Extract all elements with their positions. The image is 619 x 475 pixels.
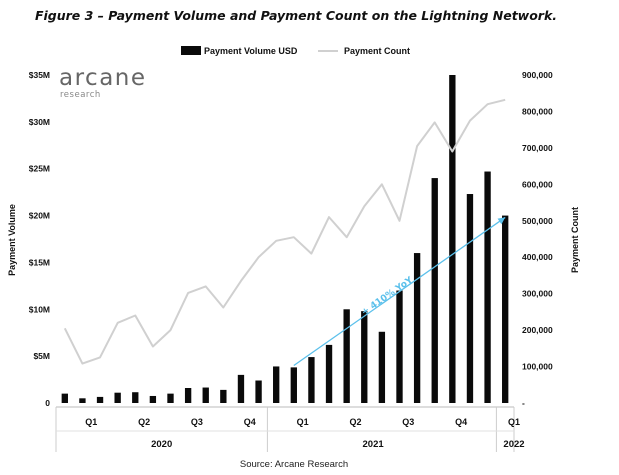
x-tick-label-quarter: Q1 — [85, 417, 97, 427]
growth-arrow-head — [497, 217, 506, 225]
volume-bar — [449, 75, 456, 403]
y2-tick-label: 900,000 — [522, 70, 553, 80]
y-tick-label: $15M — [29, 257, 50, 267]
volume-bar — [220, 389, 227, 403]
volume-bar — [184, 388, 192, 403]
volume-bar — [343, 309, 350, 403]
volume-bar — [502, 215, 509, 403]
x-tick-label-year: 2020 — [151, 439, 172, 450]
volume-bar — [202, 387, 209, 403]
volume-bar — [61, 393, 68, 403]
chart-legend: Payment Volume USD Payment Count — [181, 46, 410, 56]
x-tick-label-quarter: Q3 — [191, 417, 203, 427]
y2-tick-label: 600,000 — [522, 179, 553, 189]
volume-bar — [325, 344, 333, 403]
y-tick-label: $30M — [29, 117, 50, 127]
volume-bar — [396, 290, 403, 403]
x-tick-label-quarter: Q1 — [508, 417, 520, 427]
volume-bar — [237, 374, 245, 403]
volume-bar — [273, 366, 280, 403]
volume-bar — [431, 178, 438, 403]
x-tick-label-year: 2021 — [363, 439, 385, 450]
legend-swatch-volume — [181, 46, 201, 55]
volume-bar — [466, 194, 474, 403]
logo-wordmark: arcane — [59, 65, 147, 91]
y-tick-label: $25M — [29, 164, 50, 174]
payment-count-series — [63, 98, 506, 365]
volume-bar — [255, 380, 262, 403]
y-tick-label: $5M — [33, 351, 50, 361]
volume-bar — [114, 392, 121, 403]
volume-bar — [79, 398, 86, 403]
y2-axis-ticks: - 100,000 200,000 300,000 400,000 500,000 600,… — [522, 70, 553, 408]
y-tick-label: $35M — [29, 70, 50, 80]
x-tick-label-quarter: Q2 — [138, 417, 150, 427]
legend-label-volume: Payment Volume USD — [204, 46, 298, 56]
y-tick-label: 0 — [45, 398, 50, 408]
volume-bar — [167, 393, 174, 403]
y2-tick-label: 500,000 — [522, 216, 553, 226]
volume-bar — [484, 171, 491, 403]
y2-tick-label: 300,000 — [522, 289, 553, 299]
y-axis-ticks: 0 $5M $10M $15M $20M $25M $30M $35M — [29, 70, 51, 408]
payment-count-line — [63, 98, 506, 365]
volume-bar — [290, 367, 297, 403]
y2-tick-label: 200,000 — [522, 325, 553, 335]
x-tick-label-year: 2022 — [503, 439, 524, 450]
y2-tick-label: 800,000 — [522, 106, 553, 116]
chart-title: Figure 3 – Payment Volume and Payment Co… — [35, 8, 557, 23]
growth-arrow-line — [293, 216, 506, 367]
y2-tick-label: 700,000 — [522, 143, 553, 153]
y2-axis-label: Payment Count — [570, 207, 580, 273]
y2-tick-label: 100,000 — [522, 362, 553, 372]
y-tick-label: $20M — [29, 211, 50, 221]
volume-bar — [413, 253, 421, 403]
x-tick-label-quarter: Q2 — [349, 417, 361, 427]
y2-tick-label: - — [522, 398, 525, 408]
y2-tick-label: 400,000 — [522, 252, 553, 262]
y-axis-label: Payment Volume — [7, 204, 17, 276]
volume-bars — [61, 75, 509, 403]
y-tick-label: $10M — [29, 304, 50, 314]
x-axis: Q1 Q2 Q3 Q4 Q1 Q2 Q3 Q4 Q1 2020 2021 2022 — [55, 406, 525, 452]
volume-bar — [361, 311, 368, 403]
growth-annotation-label: + 410% YoY — [360, 275, 415, 318]
x-tick-label-quarter: Q1 — [297, 417, 309, 427]
legend-label-count: Payment Count — [344, 46, 410, 56]
x-tick-label-quarter: Q4 — [244, 417, 256, 427]
volume-bar — [378, 331, 386, 403]
volume-bar — [132, 392, 139, 403]
volume-bar — [149, 395, 157, 403]
x-tick-label-quarter: Q3 — [402, 417, 414, 427]
chart-source: Source: Arcane Research — [240, 459, 348, 470]
volume-bar — [308, 357, 315, 403]
arcane-logo: arcane research — [59, 65, 147, 100]
x-tick-label-quarter: Q4 — [455, 417, 467, 427]
volume-bar — [96, 396, 104, 403]
logo-subtext: research — [60, 90, 101, 100]
